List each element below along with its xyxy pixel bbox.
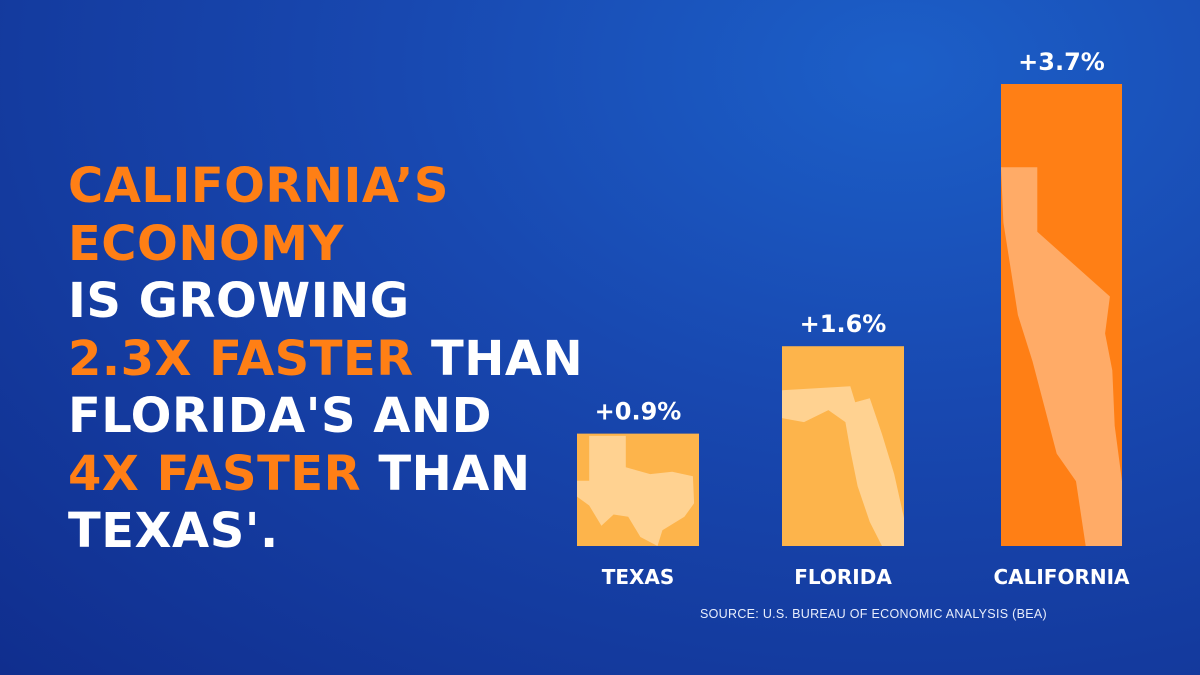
headline-accent-4x: 4X faster [68,445,362,502]
source-note: SOURCE: U.S. BUREAU OF ECONOMIC ANALYSIS… [700,607,1047,621]
category-label-texas: TEXAS [602,565,675,589]
headline-line-4-rest: than [413,330,584,387]
data-label-california: +3.7% [1018,48,1105,76]
california-map-icon [1001,167,1122,546]
headline-line-7: Texas'. [68,503,279,559]
bar-group-texas: +0.9% TEXAS [577,398,699,589]
headline-line-4: 2.3X faster than [68,331,588,389]
headline-line-1: California’s [68,158,449,214]
florida-map-icon [782,386,904,546]
category-label-california: CALIFORNIA [993,565,1130,589]
category-label-florida: FLORIDA [794,565,892,589]
headline-line-5: Florida's and [68,388,492,444]
texas-map-icon [577,435,695,546]
headline: California’s Economy is growing 2.3X fas… [68,158,588,561]
headline-accent-2-3x: 2.3X faster [68,330,414,387]
data-label-florida: +1.6% [800,310,887,338]
data-label-texas: +0.9% [595,398,682,426]
headline-line-6: 4X faster than [68,446,588,504]
bar-group-california: +3.7% CALIFORNIA [993,48,1130,589]
headline-line-3: is growing [68,273,410,329]
headline-line-2: Economy [68,215,344,272]
bar-group-florida: +1.6% FLORIDA [782,310,904,589]
headline-line-6-rest: than [361,445,531,502]
